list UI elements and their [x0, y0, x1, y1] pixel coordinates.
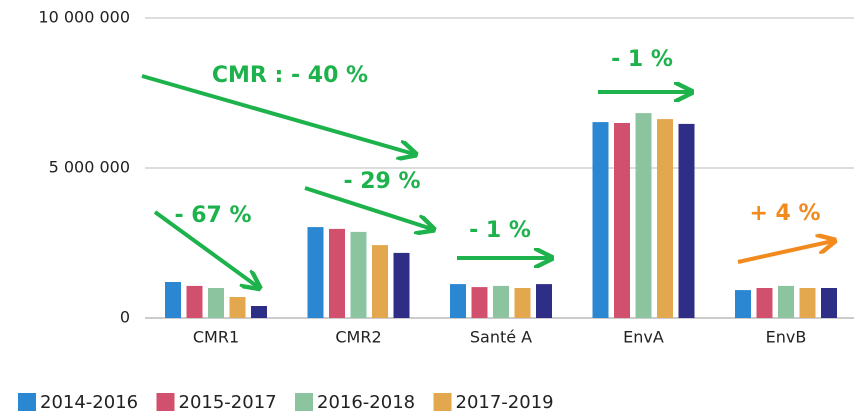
y-tick-label: 10 000 000 — [38, 8, 130, 27]
legend-swatch — [18, 393, 36, 411]
arrow — [737, 241, 833, 264]
bar — [821, 288, 837, 318]
bar — [735, 290, 751, 318]
bar — [372, 245, 388, 318]
annotation: - 1 % — [469, 218, 531, 243]
bar — [165, 282, 181, 318]
x-tick-label: CMR2 — [335, 328, 381, 347]
bar — [799, 288, 816, 318]
bar — [678, 123, 695, 319]
bar — [657, 119, 673, 318]
arrow — [304, 186, 432, 229]
arrow — [153, 210, 258, 287]
arrow — [141, 74, 414, 154]
bar — [756, 288, 773, 318]
bar — [208, 288, 224, 318]
legend-label: 2017-2019 — [456, 392, 554, 412]
bar — [471, 287, 488, 318]
bar — [536, 284, 552, 318]
y-tick-label: 5 000 000 — [49, 158, 130, 177]
bar — [514, 288, 531, 318]
bar — [329, 228, 345, 318]
x-tick-label: CMR1 — [193, 328, 239, 347]
bar — [393, 252, 410, 318]
bar — [778, 285, 794, 318]
bar — [186, 285, 203, 318]
x-tick-label: EnvA — [623, 328, 664, 347]
bar — [614, 123, 630, 318]
legend-label: 2015-2017 — [179, 392, 277, 412]
legend-swatch — [295, 393, 313, 411]
bar — [450, 284, 466, 318]
bar — [635, 113, 652, 318]
legend-label: 2016-2018 — [317, 392, 415, 412]
bar — [592, 122, 609, 318]
x-tick-label: Santé A — [470, 328, 532, 347]
legend-label: 2014-2016 — [40, 392, 138, 412]
annotation: - 29 % — [343, 169, 420, 194]
annotation: + 4 % — [749, 201, 820, 226]
annotation: - 67 % — [174, 203, 251, 228]
legend-swatch — [156, 393, 175, 411]
bar — [307, 227, 324, 318]
bar — [251, 306, 267, 318]
arrows — [141, 74, 833, 287]
bar — [493, 285, 509, 318]
annotation: - 1 % — [611, 47, 673, 72]
legend-swatch — [433, 393, 452, 411]
bar — [350, 231, 367, 318]
annotation: CMR : - 40 % — [212, 63, 368, 88]
bar — [229, 297, 246, 318]
x-tick-label: EnvB — [766, 328, 807, 347]
y-tick-label: 0 — [120, 308, 130, 327]
